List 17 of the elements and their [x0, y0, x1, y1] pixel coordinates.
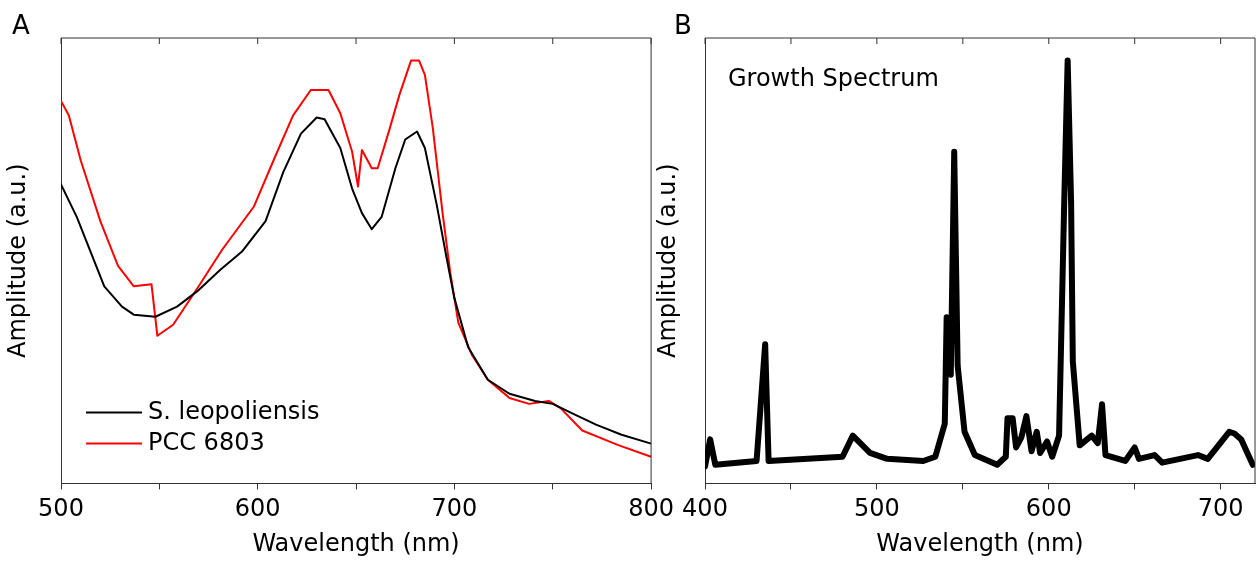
x-tick-label: 600 [234, 494, 281, 523]
legend-label: PCC 6803 [148, 427, 265, 456]
text: A [12, 10, 30, 40]
x-tick-label: 700 [1197, 494, 1244, 523]
x-tick-label: 800 [628, 494, 674, 523]
x-tick-label: 500 [853, 494, 900, 523]
x-tick-label: 400 [682, 494, 728, 523]
x-axis-title: Wavelength (nm) [252, 528, 460, 557]
y-axis-title: Amplitude (a.u.) [2, 163, 31, 358]
x-tick-label: 600 [1025, 494, 1072, 523]
x-tick-label: 500 [38, 494, 84, 523]
y-axis-title: Amplitude (a.u.) [652, 163, 681, 358]
x-tick-label: 700 [431, 494, 478, 523]
x-axis-title: Wavelength (nm) [876, 528, 1084, 557]
annotation: Growth Spectrum [728, 64, 939, 92]
legend-label: S. leopoliensis [148, 396, 320, 425]
text: B [674, 10, 692, 40]
